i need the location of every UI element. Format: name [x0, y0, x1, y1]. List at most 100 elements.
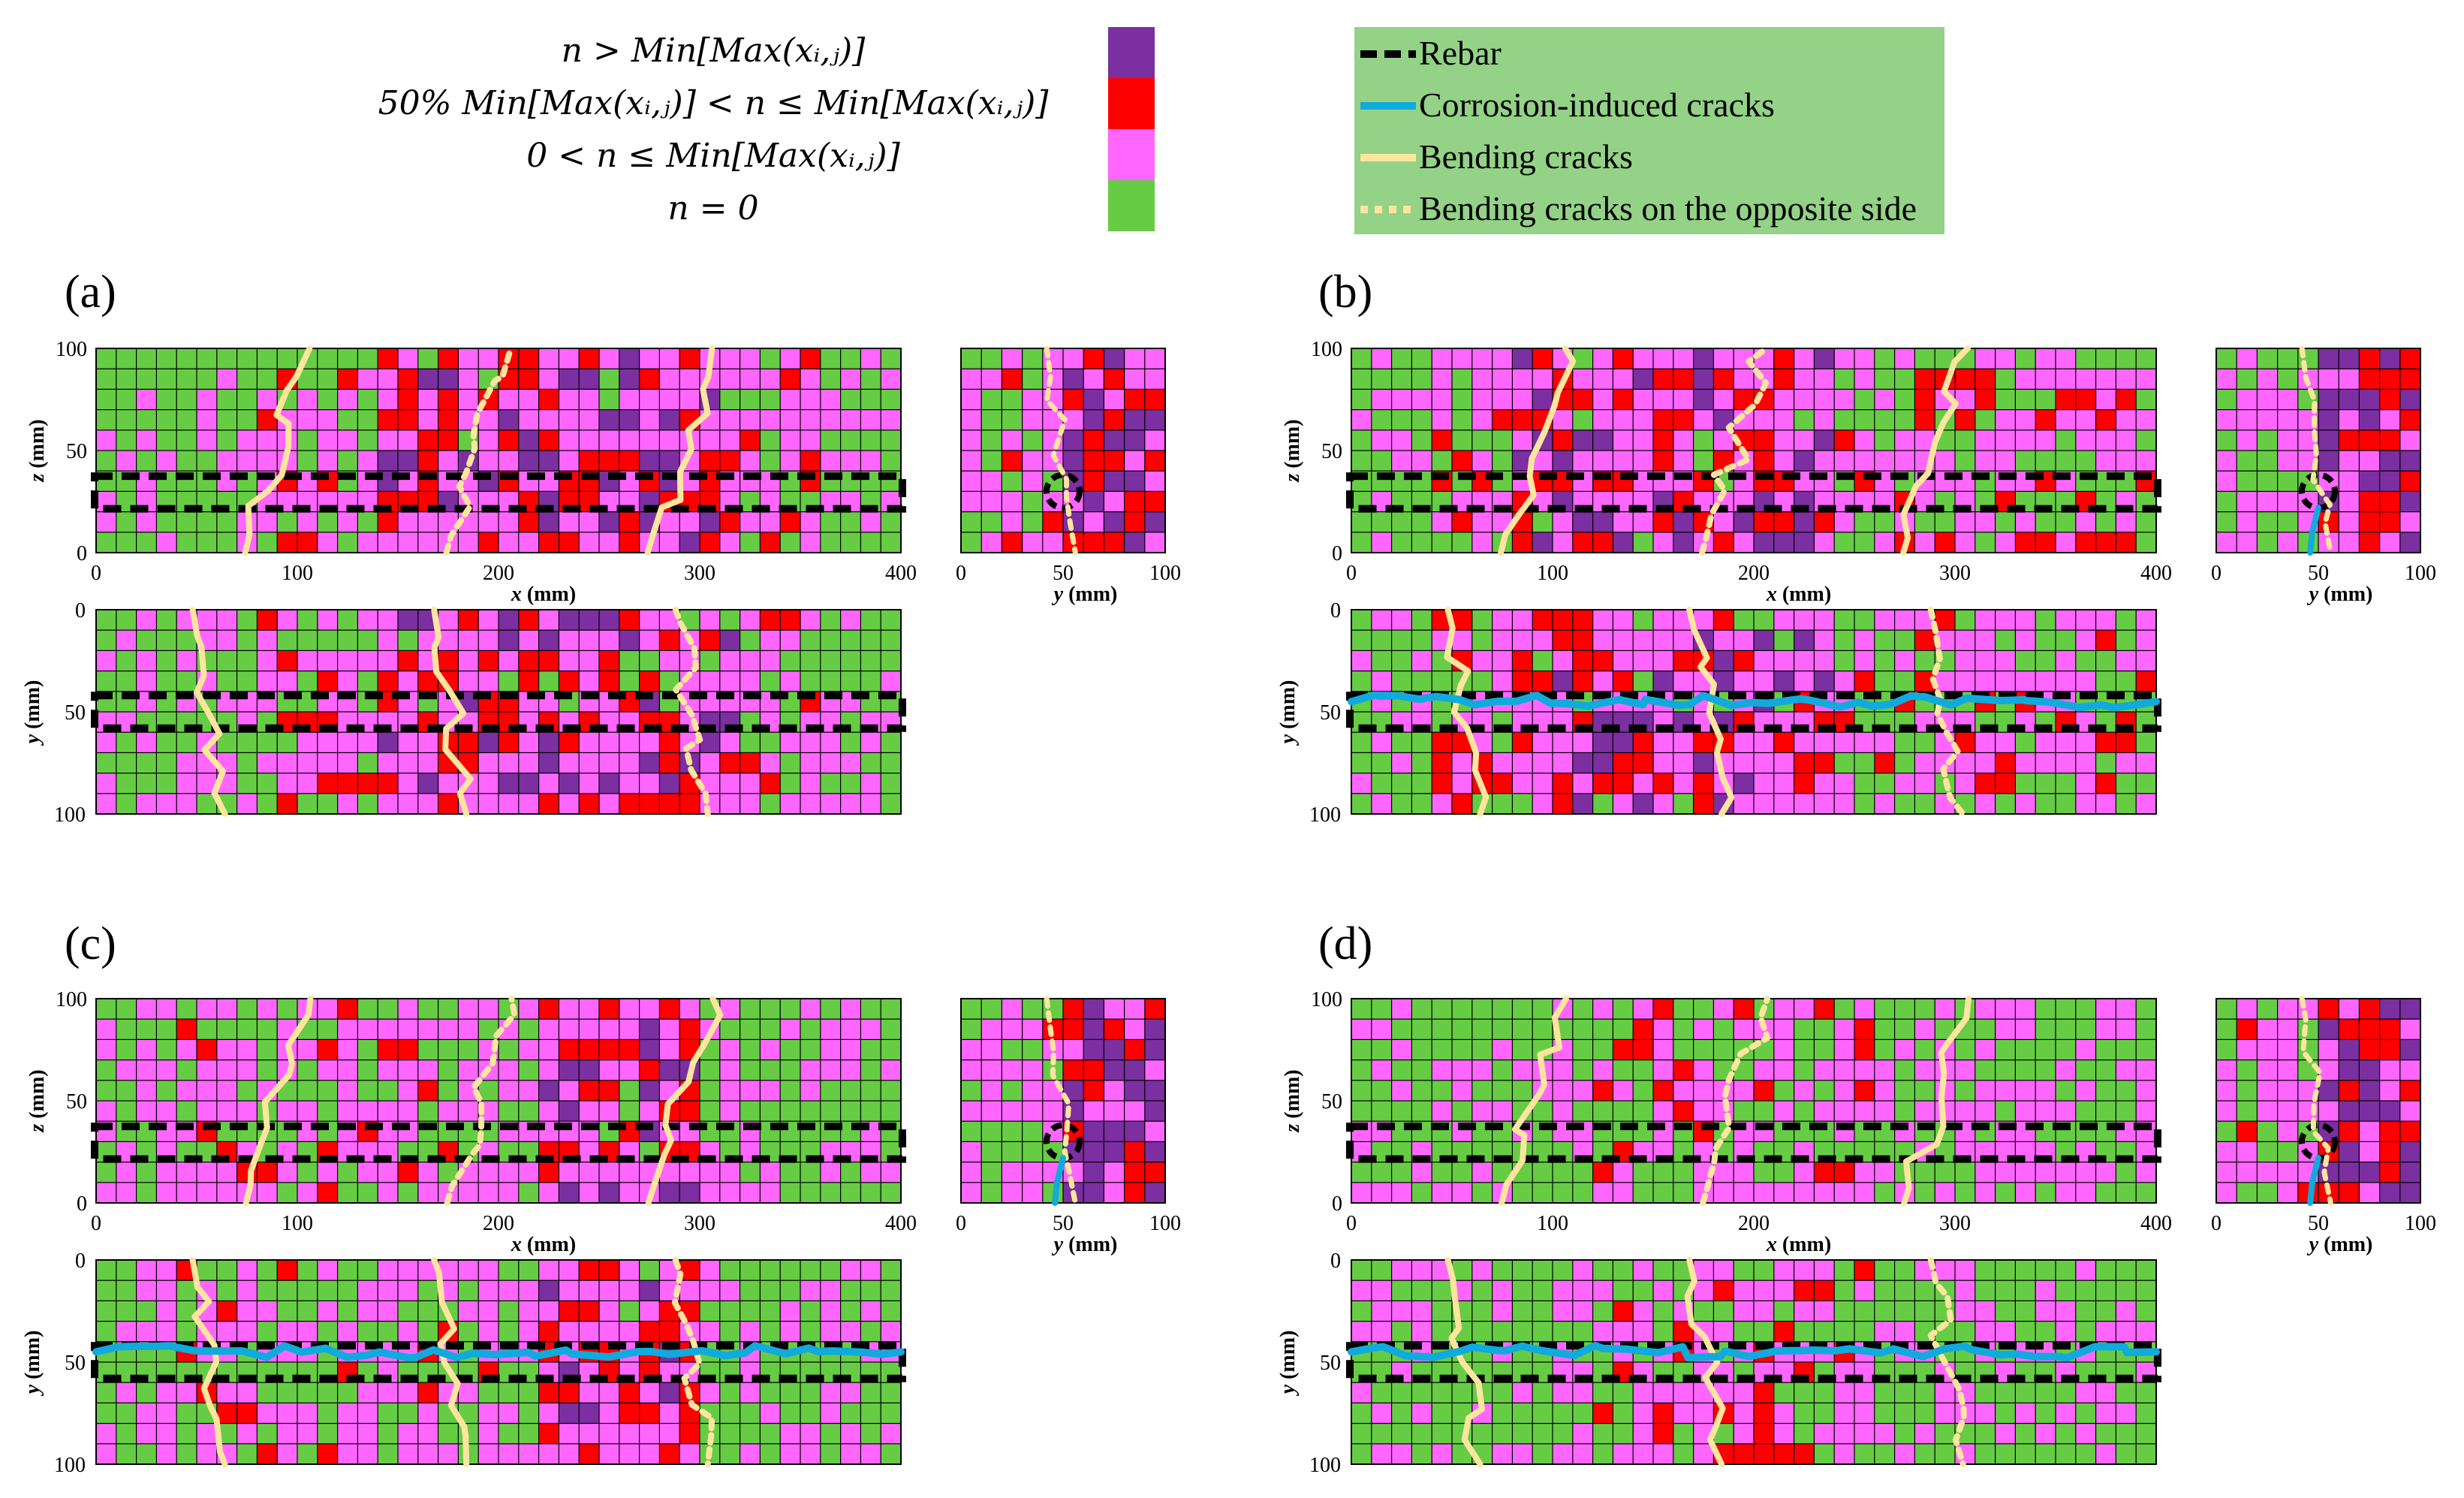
heatmap-cell — [1995, 450, 2017, 472]
heatmap-cell — [1411, 1279, 1433, 1302]
heatmap-cell — [397, 1059, 419, 1081]
heatmap-cell — [1773, 388, 1795, 411]
heatmap-cell — [719, 1182, 741, 1204]
heatmap-cell — [437, 511, 459, 533]
heatmap-cell — [1552, 772, 1574, 794]
heatmap-cell — [598, 1402, 620, 1424]
heatmap-cell — [1733, 1300, 1755, 1322]
heatmap-cell — [1794, 450, 1815, 472]
heatmap-cell — [1103, 532, 1125, 553]
heatmap-cell — [397, 348, 419, 370]
heatmap-cell — [1632, 511, 1654, 533]
heatmap-cell — [397, 1320, 419, 1343]
heatmap-cell — [638, 348, 661, 370]
heatmap-cell — [558, 532, 580, 553]
heatmap-cell — [397, 532, 419, 553]
heatmap-cell — [619, 1300, 640, 1322]
heatmap-cell — [1995, 998, 2017, 1020]
heatmap-cell — [1712, 609, 1735, 631]
heatmap-cell — [216, 1320, 238, 1343]
heatmap-cell — [880, 450, 902, 472]
heatmap-cell — [1753, 793, 1775, 815]
heatmap-cell — [839, 368, 862, 390]
heatmap-cell — [2358, 408, 2381, 431]
heatmap-cell — [1411, 1300, 1433, 1322]
x-tick-label: 400 — [2140, 562, 2172, 585]
heatmap-cell — [1390, 752, 1413, 774]
heatmap-cell — [1144, 1161, 1166, 1183]
heatmap-cell — [1612, 348, 1634, 370]
heatmap-cell — [2035, 1279, 2056, 1302]
heatmap-cell — [1753, 1080, 1775, 1102]
heatmap-cell — [658, 998, 681, 1020]
heatmap-cell — [116, 1018, 137, 1041]
end-view-frame — [2215, 348, 2421, 553]
heatmap-cell — [1371, 1320, 1393, 1343]
heatmap-cell — [155, 1443, 178, 1465]
heatmap-cell — [1733, 1402, 1755, 1424]
bending-crack-top — [431, 607, 474, 817]
heatmap-cell — [638, 450, 661, 472]
heatmap-cell — [779, 1382, 801, 1404]
heatmap-cell — [2095, 629, 2117, 652]
heatmap-cell — [136, 1018, 158, 1041]
heatmap-cell — [2014, 408, 2037, 431]
heatmap-cell — [1854, 1080, 1875, 1102]
heatmap-cell — [1431, 450, 1453, 472]
heatmap-cell — [1612, 388, 1634, 411]
heatmap-cell — [538, 1038, 560, 1061]
heatmap-cell — [1813, 388, 1836, 411]
heatmap-cell — [880, 1100, 902, 1123]
heatmap-cell — [2256, 490, 2279, 513]
heatmap-cell — [337, 1300, 359, 1322]
heatmap-cell — [1552, 450, 1574, 472]
heatmap-cell — [1592, 650, 1614, 672]
heatmap-cell — [2236, 1100, 2258, 1123]
x-tick-label: 100 — [282, 1212, 313, 1235]
heatmap-cell — [1390, 793, 1413, 815]
heatmap-cell — [276, 1100, 298, 1123]
heatmap-cell — [276, 1259, 298, 1282]
panel-label-a: (a) — [65, 267, 116, 318]
heatmap-cell — [1491, 1279, 1514, 1302]
heatmap-cell — [1934, 1443, 1956, 1465]
heatmap-cell — [2055, 1161, 2077, 1183]
heatmap-cell — [638, 731, 661, 754]
heatmap-cell — [1813, 1059, 1836, 1081]
heatmap-cell — [297, 609, 318, 631]
heatmap-cell — [1995, 670, 2017, 692]
heatmap-cell — [820, 1018, 842, 1041]
x-axis-label: x (mm) — [1766, 1233, 1831, 1256]
heatmap-cell — [1612, 1100, 1634, 1123]
heatmap-cell — [176, 793, 197, 815]
heatmap-cell — [538, 629, 560, 652]
heatmap-cell — [638, 388, 661, 411]
heatmap-cell — [719, 731, 741, 754]
corrosion-crack-top — [1348, 692, 2160, 712]
heatmap-cell — [2135, 348, 2157, 370]
heatmap-cell — [578, 388, 600, 411]
heatmap-cell — [719, 1038, 741, 1061]
heatmap-cell — [155, 348, 178, 370]
heatmap-cell — [699, 609, 721, 631]
heatmap-cell — [1813, 650, 1836, 672]
heatmap-cell — [136, 1080, 158, 1102]
heatmap-cell — [1351, 629, 1372, 652]
heatmap-cell — [155, 772, 178, 794]
y-tick-label: 0 — [2211, 562, 2222, 585]
heatmap-cell — [980, 1120, 1003, 1143]
heatmap-cell — [1431, 1382, 1453, 1404]
heatmap-cell — [95, 1018, 117, 1041]
heatmap-cell — [1592, 629, 1614, 652]
heatmap-cell — [2055, 793, 2077, 815]
heatmap-cell — [638, 1100, 661, 1123]
heatmap-cell — [1975, 1320, 1996, 1343]
heatmap-cell — [1471, 450, 1493, 472]
heatmap-cell — [1854, 1018, 1875, 1041]
heatmap-cell — [839, 1300, 862, 1322]
heatmap-cell — [256, 408, 279, 431]
heatmap-cell — [417, 388, 439, 411]
heatmap-cell — [578, 1161, 600, 1183]
heatmap-cell — [1103, 368, 1125, 390]
heatmap-cell — [2135, 1300, 2157, 1322]
